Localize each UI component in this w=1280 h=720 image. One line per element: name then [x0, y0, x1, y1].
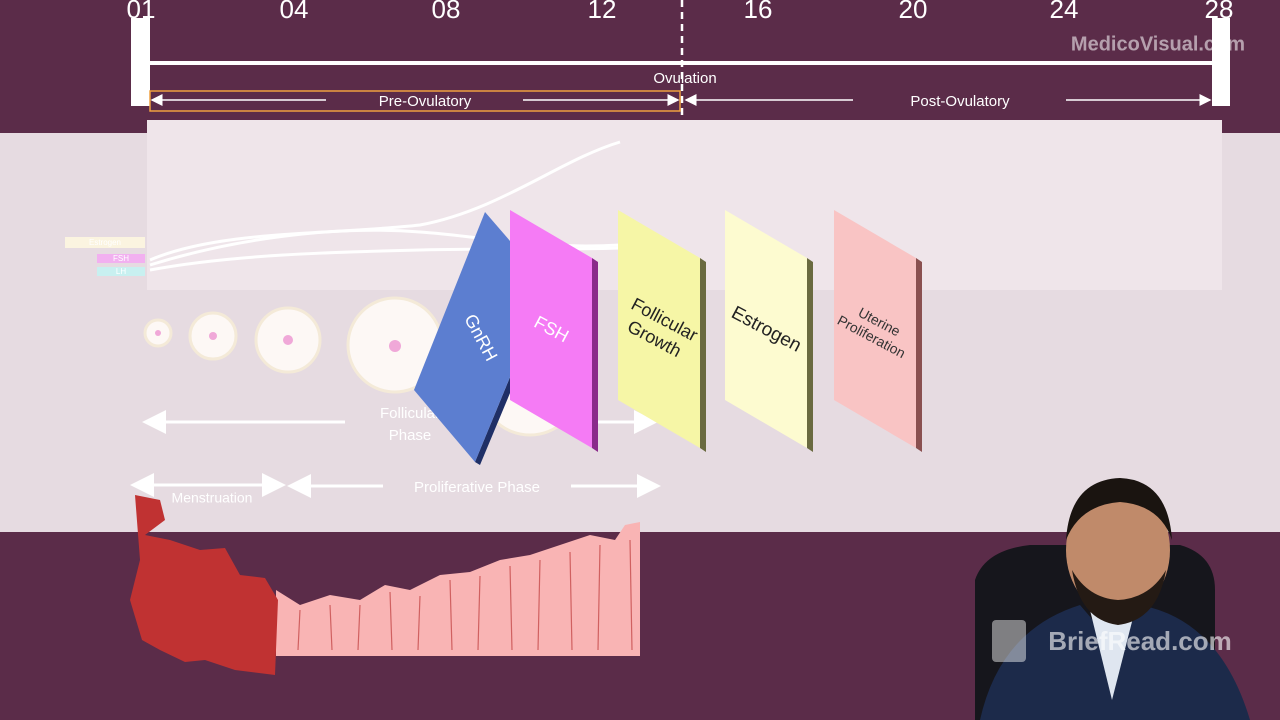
menstruation-label: Menstruation: [172, 490, 253, 506]
glands: [297, 539, 633, 651]
pre-box: [149, 90, 681, 112]
day-label: 01: [127, 0, 156, 24]
day-label: 04: [280, 0, 309, 24]
watermark: BriefRead.com: [1048, 626, 1232, 656]
endometrium: [276, 522, 640, 656]
card: UterineProliferation: [834, 210, 922, 452]
card: Estrogen: [725, 210, 813, 452]
day-label: 16: [744, 0, 773, 24]
pre-label: Pre-Ovulatory: [379, 93, 472, 110]
legend-swatch: [65, 237, 145, 248]
proliferative-label: Proliferative Phase: [414, 479, 540, 496]
card: FSH: [510, 210, 598, 452]
menstrual-shedding: [130, 495, 278, 675]
phase-line: Phase: [389, 427, 432, 444]
start-bar: [131, 18, 150, 106]
beard: [1072, 570, 1166, 625]
card-edge: [807, 258, 813, 452]
hair: [1066, 478, 1172, 540]
follicular-phase: Follicular Phase: [380, 405, 440, 444]
presenter-video: [975, 478, 1250, 720]
ovulation-label: Ovulation: [653, 70, 716, 87]
card-face: [834, 210, 916, 448]
timeline: 01 04 08 12 16 20 24 28 Ovulation Pre-Ovulatory…: [127, 0, 1234, 115]
day-label: 28: [1205, 0, 1234, 24]
card: FollicularGrowth: [618, 210, 706, 452]
legend-label: LH: [116, 267, 126, 276]
day-label: 08: [432, 0, 461, 24]
brand-icon: [992, 620, 1026, 662]
legend-swatch: [97, 254, 145, 263]
watermark: MedicoVisual.com: [1071, 33, 1245, 55]
card-edge: [592, 258, 598, 452]
card-face: [510, 210, 592, 448]
legend-label: FSH: [113, 254, 129, 263]
day-label: 12: [588, 0, 617, 24]
shirt: [1090, 610, 1135, 700]
legend-label: Estrogen: [89, 238, 121, 247]
card-face: [618, 210, 700, 448]
curve: [149, 140, 621, 262]
follicle-cores: [155, 330, 401, 352]
legend-swatch: [97, 267, 145, 276]
phase-line: Follicular: [380, 405, 440, 422]
post-label: Post-Ovulatory: [910, 93, 1010, 110]
day-label: 24: [1050, 0, 1079, 24]
card-edge: [700, 258, 706, 452]
card-face: [725, 210, 807, 448]
head: [1066, 485, 1170, 615]
card-edge: [916, 258, 922, 452]
end-bar: [1212, 18, 1230, 106]
day-label: 20: [899, 0, 928, 24]
